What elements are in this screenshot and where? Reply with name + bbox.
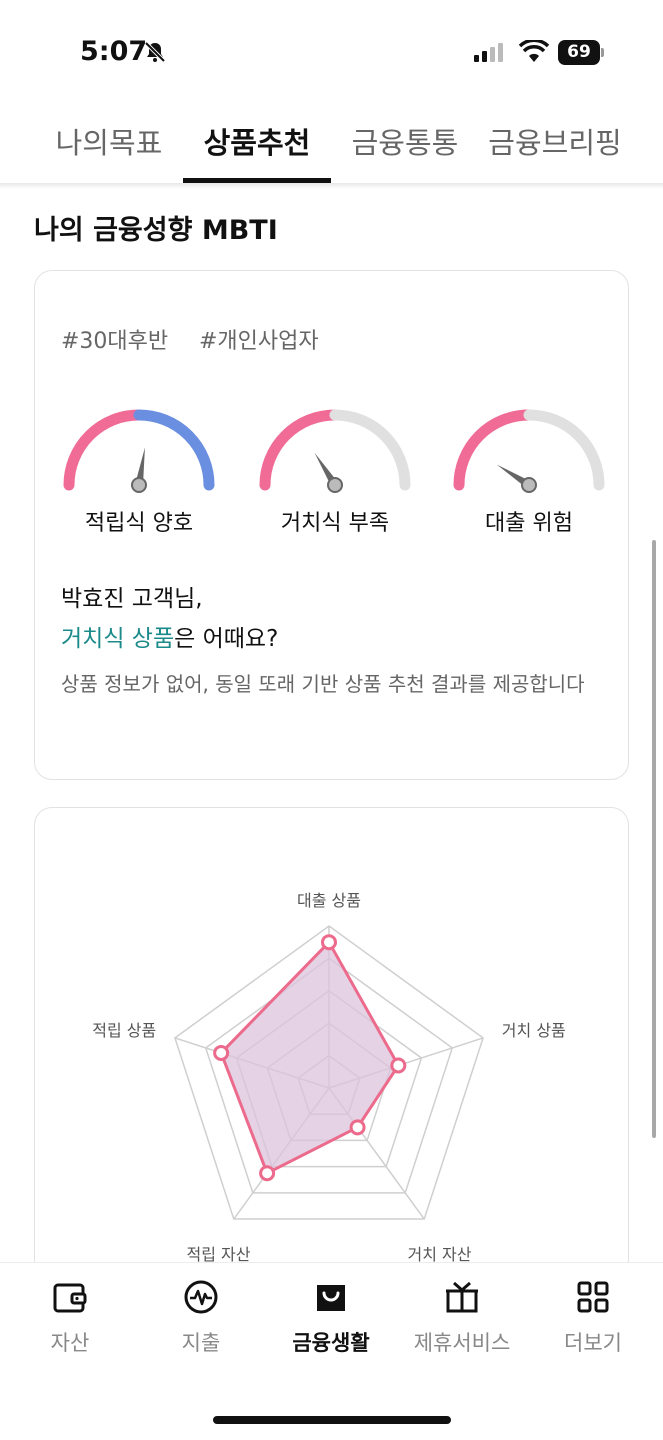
gauge-arc-left [259,409,341,491]
tab-finance-briefing[interactable]: 금융브리핑 [488,126,622,160]
recommended-product-link[interactable]: 거치식 상품 [61,626,175,652]
gauge-arc-left [63,409,145,491]
radar-series-area [219,940,400,1175]
home-indicator [213,1416,451,1424]
pulse-icon [184,1280,218,1314]
gauge-arc-left [453,409,535,491]
hashtag-age: #30대후반 [61,329,169,354]
nav-label-financial-life: 금융생활 [292,1331,370,1355]
gauge-arc-right [133,409,215,491]
nav-label-assets: 자산 [50,1331,90,1355]
tab-product-recommend[interactable]: 상품추천 [203,126,311,160]
radar-data-point [390,1057,407,1074]
section-title: 나의 금융성향 MBTI [34,215,278,246]
status-bar: 5:07 69 [0,0,663,100]
scrollbar[interactable] [652,540,656,1138]
radar-data-point [349,1119,366,1136]
nav-label-more: 더보기 [564,1331,622,1355]
wallet-icon [53,1283,87,1313]
radar-data-point [213,1044,230,1061]
signal-icon [474,43,503,62]
nav-financial-life[interactable]: 금융생활 [271,1277,391,1357]
tab-my-goals[interactable]: 나의목표 [55,126,163,160]
radar-axis-label: 대출 상품 [297,891,361,910]
battery-icon: 69 [558,40,604,65]
gauge-pivot [521,477,537,493]
tab-finance-talk[interactable]: 금융통통 [351,126,459,160]
recommend-suffix: 은 어때요? [174,626,279,652]
customer-greeting: 박효진 고객님, [61,586,203,612]
radar-axis-label: 적립 상품 [92,1021,156,1040]
nav-partner-services[interactable]: 제휴서비스 [402,1277,522,1357]
gauge-label-installment: 적립식 양호 [84,511,194,536]
top-tabs: 나의목표 상품추천 금융통통 금융브리핑 [0,118,663,184]
gauge-pivot [327,477,343,493]
status-time: 5:07 [80,36,148,67]
nav-spending[interactable]: 지출 [141,1277,261,1357]
wifi-icon [519,40,549,62]
nav-label-partner-services: 제휴서비스 [413,1331,511,1355]
gauge-needle [135,447,145,486]
nav-label-spending: 지출 [181,1331,221,1355]
battery-level: 69 [558,40,600,65]
gauge-pivot [131,477,147,493]
info-text: 상품 정보가 없어, 동일 또래 기반 상품 추천 결과를 제공합니다 [61,672,585,696]
radar-axis-label: 적립 자산 [187,1245,251,1264]
gauge-label-lump-sum: 거치식 부족 [280,511,390,536]
gauge-arc-right [329,409,411,491]
gift-icon [446,1281,478,1313]
radar-axis-label: 거치 자산 [408,1245,472,1264]
radar-grid-ring [204,957,454,1194]
gauge-loan [453,409,605,493]
radar-data-point [321,934,337,951]
mbti-profile-card: #30대후반 #개인사업자 적립식 양호 거치식 부족 대출 위험 박효진 고객… [34,270,629,780]
shopping-bag-icon [317,1285,345,1311]
bottom-nav: 자산 지출 금융생활 제휴서비스 더보기 [0,1262,663,1440]
recommend-line: 거치식 상품은 어때요? [61,619,278,653]
hashtag-occupation: #개인사업자 [199,329,319,354]
nav-assets[interactable]: 자산 [10,1277,130,1357]
nav-more[interactable]: 더보기 [533,1277,653,1357]
radar-grid-ring [174,925,484,1220]
gauge-installment [63,409,215,493]
bell-muted-icon [144,41,166,63]
radar-axis-label: 거치 상품 [502,1021,566,1040]
gauge-lump-sum [259,409,411,493]
active-tab-indicator [183,178,331,183]
gauge-label-loan: 대출 위험 [485,511,573,536]
grid-icon [577,1281,609,1313]
radar-data-point [259,1165,276,1182]
gauge-arc-right [523,409,605,491]
